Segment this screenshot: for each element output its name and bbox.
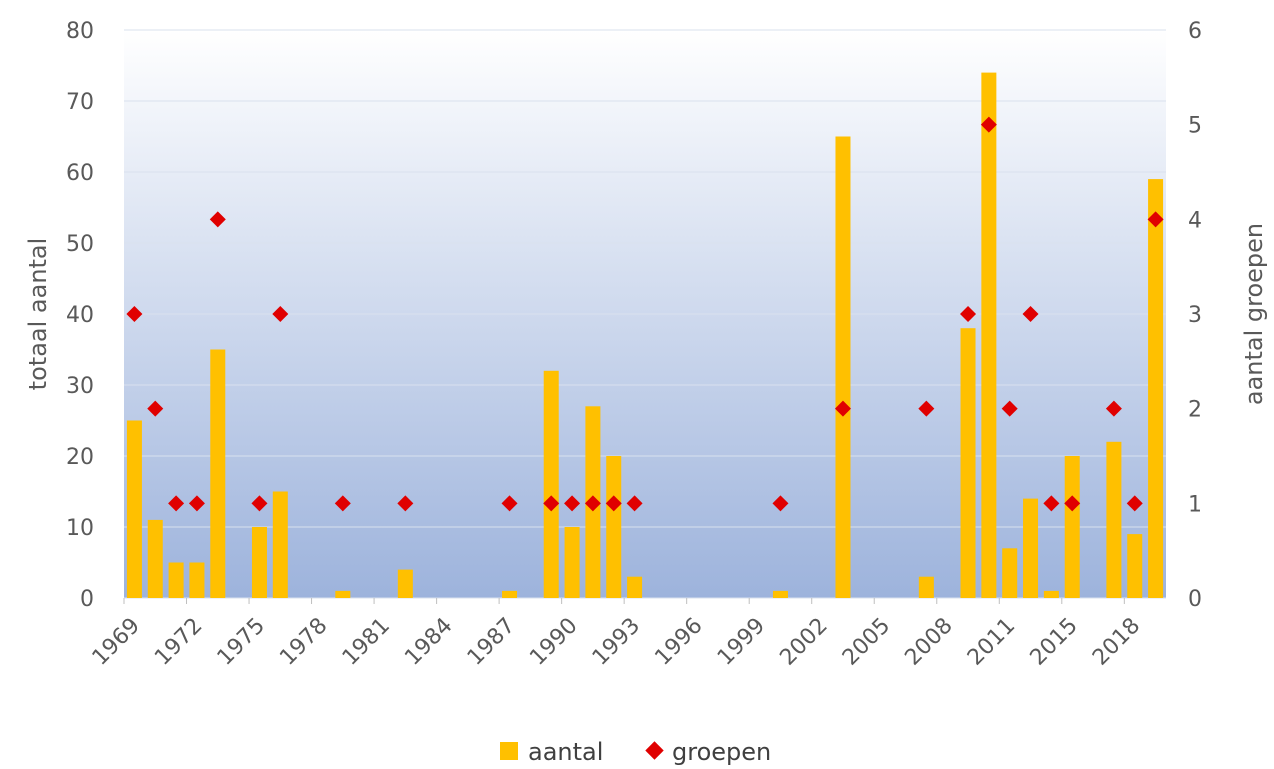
y-tick-label: 60 xyxy=(66,161,94,186)
y2-tick-label: 6 xyxy=(1188,19,1202,44)
y-axis-title: totaal aantal xyxy=(24,238,52,391)
x-tick-label: 1981 xyxy=(338,613,395,670)
x-tick-label: 1999 xyxy=(713,613,770,670)
y-tick-label: 80 xyxy=(66,19,94,44)
marker xyxy=(209,211,226,228)
marker xyxy=(1126,495,1143,512)
y-tick-label: 40 xyxy=(66,303,94,328)
x-tick-label: 2018 xyxy=(1088,613,1145,670)
legend-swatch-aantal xyxy=(500,742,518,760)
marker xyxy=(772,495,789,512)
bar xyxy=(502,590,518,598)
x-tick-label: 2015 xyxy=(1026,613,1083,670)
bar xyxy=(251,527,267,598)
marker xyxy=(564,495,581,512)
bar xyxy=(272,491,288,598)
bar xyxy=(1064,456,1080,598)
bar xyxy=(835,136,851,598)
marker xyxy=(834,400,851,417)
bar xyxy=(918,576,934,598)
bar xyxy=(168,562,184,598)
y2-tick-label: 2 xyxy=(1188,398,1202,423)
marker xyxy=(980,116,997,133)
marker xyxy=(1001,400,1018,417)
marker xyxy=(1022,306,1039,322)
marker xyxy=(501,495,518,512)
y-tick-label: 70 xyxy=(66,90,94,115)
legend-label-aantal: aantal xyxy=(528,738,603,766)
bar xyxy=(1023,498,1039,598)
x-axis-ticks: 1969 1972 1975 1978 1981 1984 1987 1990 1993 1996… xyxy=(88,598,1145,671)
bar xyxy=(960,328,976,598)
bar xyxy=(147,519,163,598)
marker xyxy=(126,306,143,322)
bar xyxy=(1127,534,1143,598)
marker xyxy=(1105,400,1122,417)
bar xyxy=(981,72,997,599)
y2-tick-label: 3 xyxy=(1188,303,1202,328)
marker xyxy=(334,495,351,512)
x-tick-label: 2002 xyxy=(775,613,832,670)
y2-axis-title: aantal groepen xyxy=(1240,223,1268,405)
x-tick-label: 1972 xyxy=(150,613,207,670)
y2-tick-label: 4 xyxy=(1188,208,1202,233)
x-tick-label: 1993 xyxy=(588,613,645,670)
bar xyxy=(210,349,226,598)
marker xyxy=(1043,495,1060,512)
marker xyxy=(605,495,622,512)
marker xyxy=(543,495,560,512)
y-tick-label: 10 xyxy=(66,516,94,541)
x-tick-label: 2008 xyxy=(900,613,957,670)
x-tick-label: 2011 xyxy=(963,613,1020,670)
marker xyxy=(1147,211,1164,228)
x-tick-label: 1969 xyxy=(88,613,145,670)
bar xyxy=(1002,548,1018,598)
bar xyxy=(627,576,643,598)
left-axis-ticks: 0 10 20 30 40 50 60 70 80 xyxy=(66,19,94,612)
y2-tick-label: 0 xyxy=(1188,587,1202,612)
marker xyxy=(397,495,414,512)
y-tick-label: 50 xyxy=(66,232,94,257)
bar xyxy=(1043,590,1059,598)
y2-tick-label: 5 xyxy=(1188,114,1202,139)
bar xyxy=(189,562,205,598)
y-tick-label: 30 xyxy=(66,374,94,399)
marker xyxy=(1064,495,1081,512)
marker xyxy=(188,495,205,512)
x-tick-label: 1996 xyxy=(650,613,707,670)
y2-tick-label: 1 xyxy=(1188,492,1202,517)
legend-label-groepen: groepen xyxy=(672,738,771,766)
marker xyxy=(960,306,977,322)
marker xyxy=(626,495,643,512)
bar xyxy=(1148,179,1164,598)
legend-swatch-groepen xyxy=(645,741,664,760)
marker-series-groepen xyxy=(126,116,1164,512)
marker xyxy=(584,495,601,512)
bar xyxy=(1106,441,1122,598)
x-tick-label: 1987 xyxy=(463,613,520,670)
bar xyxy=(126,420,142,598)
right-axis-ticks: 0 1 2 3 4 5 6 xyxy=(1188,19,1202,612)
x-tick-label: 1975 xyxy=(213,613,270,670)
marker xyxy=(251,495,268,512)
bar xyxy=(335,590,351,598)
marker xyxy=(272,306,289,322)
bar xyxy=(606,456,622,598)
bar xyxy=(772,590,788,598)
x-tick-label: 2005 xyxy=(838,613,895,670)
marker xyxy=(168,495,185,512)
x-tick-label: 1978 xyxy=(275,613,332,670)
bar xyxy=(397,569,413,598)
bar-series-aantal xyxy=(126,72,1164,599)
marker xyxy=(918,400,935,417)
bar xyxy=(543,370,559,598)
bar xyxy=(564,527,580,598)
y-tick-label: 0 xyxy=(80,587,94,612)
marker xyxy=(147,400,164,417)
x-tick-label: 1984 xyxy=(400,613,457,670)
x-tick-label: 1990 xyxy=(525,613,582,670)
y-tick-label: 20 xyxy=(66,445,94,470)
legend: aantal groepen xyxy=(500,738,771,766)
